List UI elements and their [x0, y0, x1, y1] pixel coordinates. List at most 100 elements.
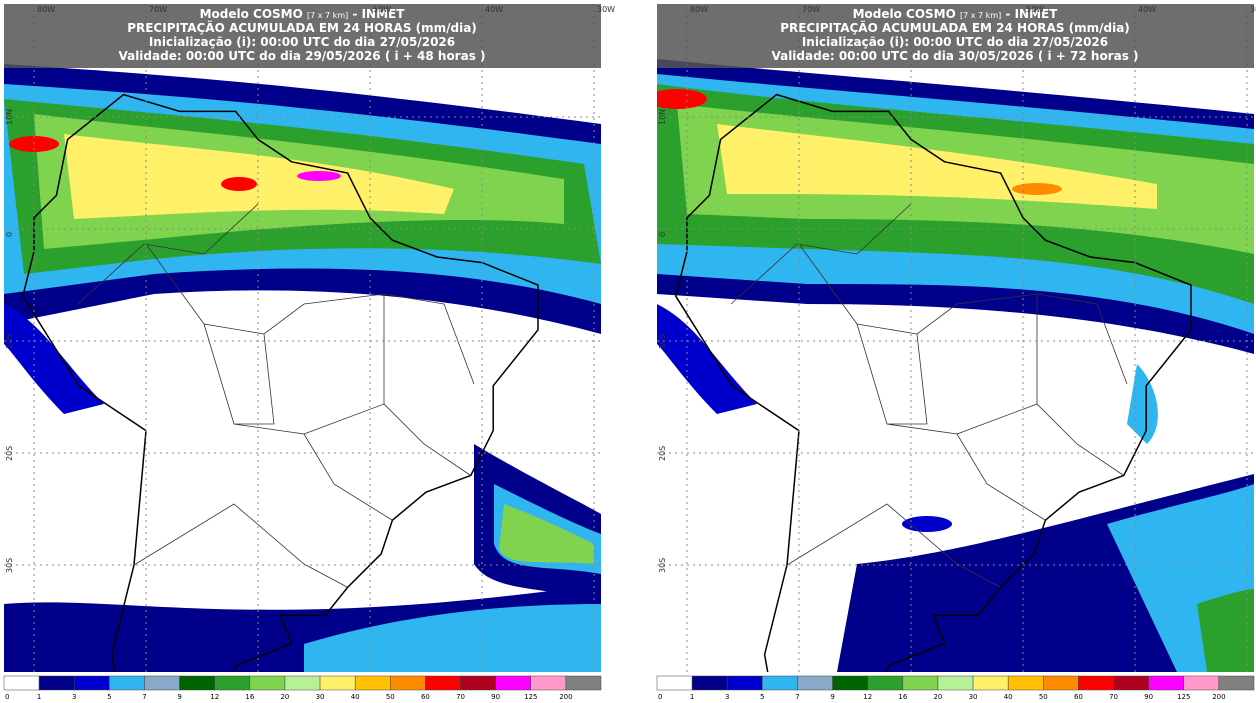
- legend-box: [38, 675, 75, 691]
- legend-box: [762, 675, 798, 691]
- lat-label: 20S: [658, 446, 667, 461]
- legend-label: 5: [760, 693, 764, 701]
- legend-label: 90: [491, 693, 500, 701]
- legend-label: 9: [830, 693, 834, 701]
- legend-box: [1183, 675, 1220, 691]
- legend-label: 90: [1144, 693, 1153, 701]
- legend-box: [144, 675, 180, 691]
- legend-label: 125: [1177, 693, 1190, 701]
- model: Modelo COSMO: [200, 7, 303, 21]
- legend-label: 16: [898, 693, 907, 701]
- legend-box: [460, 675, 496, 691]
- legend-label: 9: [177, 693, 181, 701]
- lat-label: 10S: [5, 334, 14, 349]
- legend-box: [797, 675, 833, 691]
- lon-label: 70W: [802, 5, 820, 14]
- legend-label: 70: [1109, 693, 1118, 701]
- legend-box: [214, 675, 251, 691]
- legend-label: 50: [1039, 693, 1048, 701]
- lon-label: 70W: [149, 5, 167, 14]
- lon-label: 80W: [690, 5, 708, 14]
- legend-box: [73, 675, 110, 691]
- legend-label: 40: [351, 693, 360, 701]
- legend-box: [1078, 675, 1114, 691]
- legend-label: 0: [658, 693, 662, 701]
- subtitle: PRECIPITAÇÃO ACUMULADA EM 24 HORAS (mm/d…: [127, 20, 477, 35]
- lat-label: 20S: [5, 446, 14, 461]
- subtitle: PRECIPITAÇÃO ACUMULADA EM 24 HORAS (mm/d…: [780, 20, 1130, 35]
- legend-box: [249, 675, 286, 691]
- legend-box: [867, 675, 904, 691]
- legend-box: [972, 675, 1009, 691]
- legend-label: 40: [1004, 693, 1013, 701]
- legend-label: 7: [142, 693, 146, 701]
- lat-label: 0: [658, 232, 667, 237]
- title: Modelo COSMO [7 x 7 km] - INMET: [200, 7, 406, 21]
- legend-box: [1043, 675, 1079, 691]
- legend-box: [390, 675, 426, 691]
- legend-label: 12: [863, 693, 872, 701]
- legend-label: 30: [969, 693, 978, 701]
- legend-box: [319, 675, 356, 691]
- legend-box: [691, 675, 728, 691]
- legend-label: 70: [456, 693, 465, 701]
- legend-label: 5: [107, 693, 111, 701]
- legend-box: [1148, 675, 1185, 691]
- legend-box: [656, 675, 693, 691]
- legend-label: 7: [795, 693, 799, 701]
- legend-box: [109, 675, 145, 691]
- legend-box: [354, 675, 391, 691]
- legend-label: 1: [37, 693, 41, 701]
- lon-label: 40W: [485, 5, 503, 14]
- legend-box: [284, 675, 321, 691]
- legend-label: 125: [524, 693, 537, 701]
- resolution: [7 x 7 km]: [960, 11, 1001, 20]
- legend-box: [425, 675, 461, 691]
- legend-label: 30: [316, 693, 325, 701]
- precip-field: [4, 64, 601, 672]
- legend-box: [3, 675, 40, 691]
- source: - INMET: [1005, 7, 1058, 21]
- valid-time: Validade: 00:00 UTC do dia 29/05/2026 ( …: [118, 49, 485, 63]
- lat-label: 10N: [5, 109, 14, 125]
- map-panel: Modelo COSMO [7 x 7 km] - INMET PRECIPIT…: [3, 3, 615, 701]
- legend-box: [530, 675, 567, 691]
- legend-box: [1007, 675, 1044, 691]
- lon-label: 80W: [37, 5, 55, 14]
- legend-label: 200: [1212, 693, 1225, 701]
- legend-label: 20: [280, 693, 289, 701]
- legend-label: 12: [210, 693, 219, 701]
- valid-time: Validade: 00:00 UTC do dia 30/05/2026 ( …: [771, 49, 1138, 63]
- legend-box: [565, 675, 602, 691]
- header-band: [4, 4, 601, 68]
- legend-label: 16: [245, 693, 254, 701]
- legend-label: 0: [5, 693, 9, 701]
- legend-label: 200: [559, 693, 572, 701]
- map-panel: Modelo COSMO [7 x 7 km] - INMET PRECIPIT…: [656, 3, 1256, 701]
- legend-box: [726, 675, 763, 691]
- legend-label: 50: [386, 693, 395, 701]
- legend-box: [179, 675, 215, 691]
- model: Modelo COSMO: [853, 7, 956, 21]
- precip-field: [657, 59, 1254, 672]
- legend-box: [832, 675, 868, 691]
- legend-box: [937, 675, 974, 691]
- lat-label: 10N: [658, 109, 667, 125]
- legend-label: 3: [72, 693, 76, 701]
- lat-label: 30S: [5, 558, 14, 573]
- title: Modelo COSMO [7 x 7 km] - INMET: [853, 7, 1059, 21]
- lon-label: 50W: [1026, 5, 1044, 14]
- header-band: [657, 4, 1254, 68]
- lon-label: 50W: [373, 5, 391, 14]
- lon-label: 40W: [1138, 5, 1156, 14]
- legend-box: [1218, 675, 1255, 691]
- legend-box: [495, 675, 532, 691]
- resolution: [7 x 7 km]: [307, 11, 348, 20]
- legend-box: [902, 675, 939, 691]
- lat-label: 30S: [658, 558, 667, 573]
- legend-label: 60: [1074, 693, 1083, 701]
- legend-label: 20: [933, 693, 942, 701]
- source: - INMET: [352, 7, 405, 21]
- lon-label: 30W: [597, 5, 615, 14]
